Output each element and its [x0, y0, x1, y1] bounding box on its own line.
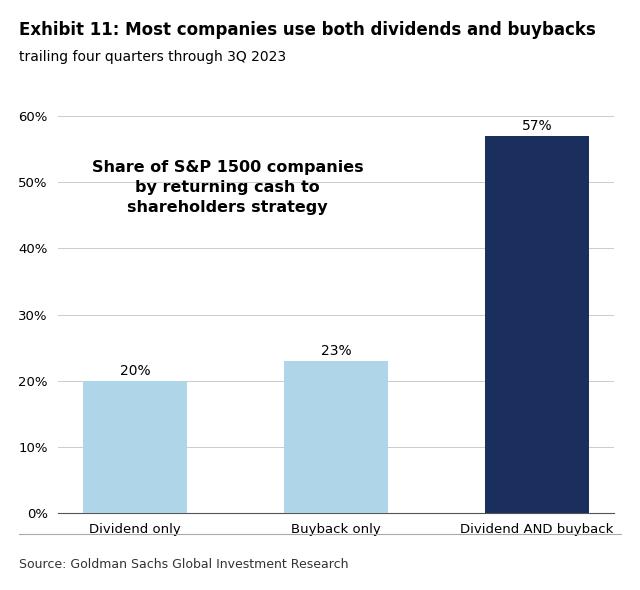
Bar [484, 136, 589, 513]
Text: trailing four quarters through 3Q 2023: trailing four quarters through 3Q 2023 [19, 50, 286, 64]
Bar [284, 361, 388, 513]
Text: Exhibit 11: Most companies use both dividends and buybacks: Exhibit 11: Most companies use both divi… [19, 21, 596, 39]
Text: Source: Goldman Sachs Global Investment Research: Source: Goldman Sachs Global Investment … [19, 558, 349, 571]
Bar [83, 381, 188, 513]
Text: Share of S&P 1500 companies
by returning cash to
shareholders strategy: Share of S&P 1500 companies by returning… [92, 160, 364, 215]
Text: 23%: 23% [321, 344, 351, 358]
Text: 57%: 57% [522, 119, 552, 133]
Text: 20%: 20% [120, 364, 150, 378]
